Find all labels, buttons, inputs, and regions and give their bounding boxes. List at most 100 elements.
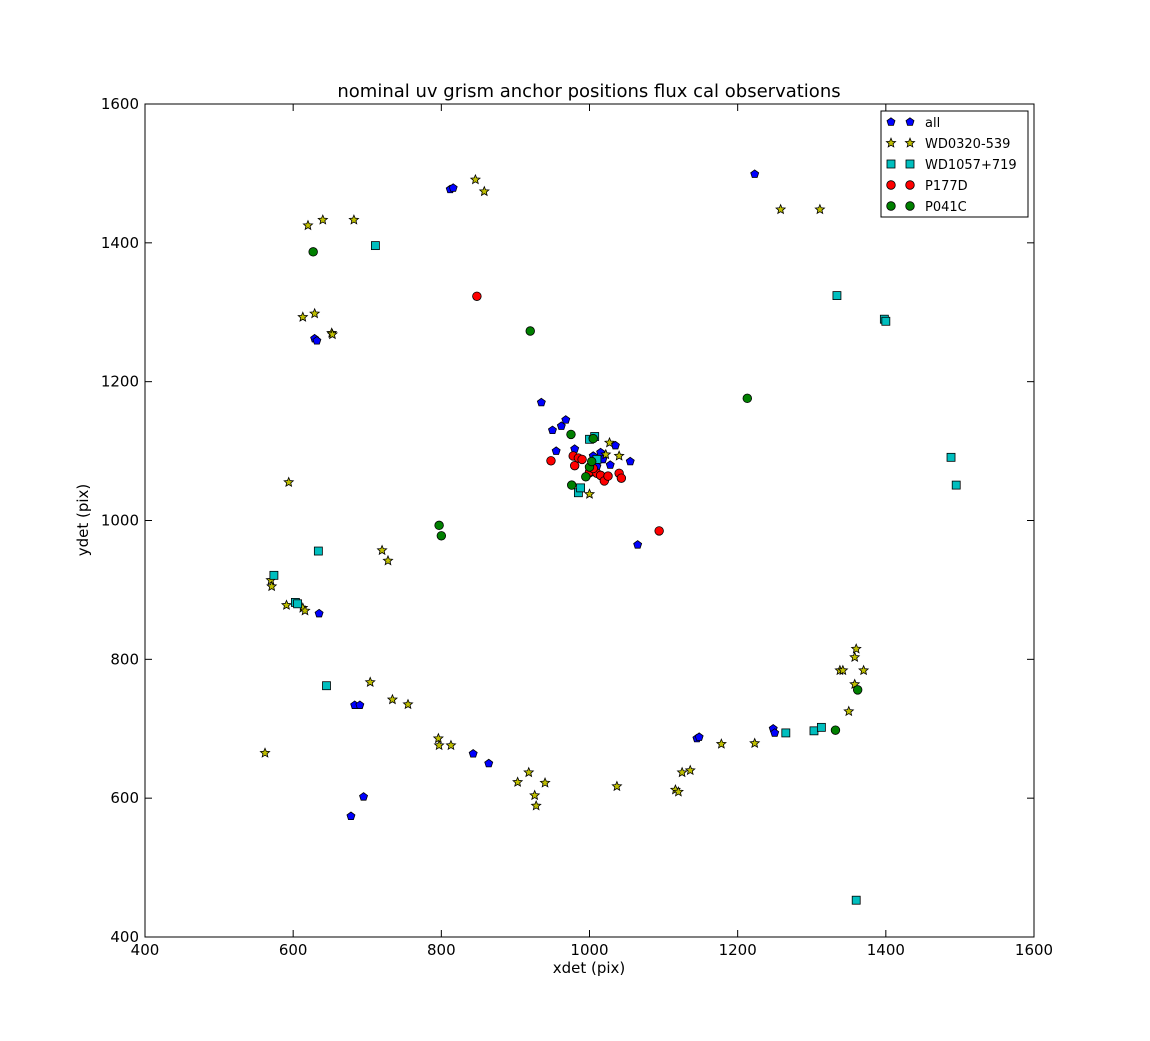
data-point <box>625 456 635 466</box>
data-point <box>546 456 556 466</box>
data-point <box>309 307 321 319</box>
data-point <box>313 546 323 556</box>
data-point <box>536 397 546 407</box>
data-point <box>472 291 482 301</box>
data-point <box>851 895 861 905</box>
data-point <box>376 544 388 556</box>
data-point <box>567 480 577 490</box>
legend-label: WD1057+719 <box>925 158 1017 173</box>
data-point <box>539 777 551 788</box>
data-point <box>603 436 616 448</box>
data-point <box>468 749 478 758</box>
data-point <box>269 570 279 580</box>
data-point <box>530 799 542 811</box>
data-point <box>749 737 761 749</box>
series-2 <box>259 173 870 811</box>
data-point <box>382 554 394 566</box>
data-point <box>561 415 571 424</box>
x-tick-label: 600 <box>279 941 308 959</box>
data-point <box>775 203 787 215</box>
data-point <box>858 664 870 676</box>
data-point <box>633 540 643 549</box>
data-point <box>676 766 688 778</box>
legend-marker <box>905 117 915 126</box>
x-tick-label: 1000 <box>570 941 608 959</box>
legend-item: WD0320-539 <box>885 137 1010 152</box>
legend: all WD0320-539 WD1057+719 P177D P041C <box>880 110 1029 218</box>
data-point <box>299 604 311 616</box>
data-point <box>348 214 360 225</box>
data-point <box>433 739 445 751</box>
data-point <box>314 608 324 618</box>
data-point <box>850 643 862 654</box>
legend-marker <box>886 180 896 190</box>
data-point <box>605 460 615 469</box>
axis-ticks: 400 600 800 1000 1200 1400 1600 400 600 800 1000 12… <box>101 95 1053 959</box>
legend-marker <box>904 137 916 148</box>
data-point <box>359 792 369 801</box>
data-point <box>432 732 444 744</box>
legend-label: all <box>925 116 940 131</box>
data-point <box>302 219 314 231</box>
data-point <box>715 738 727 749</box>
data-point <box>478 185 490 197</box>
legend-item: all <box>886 116 940 131</box>
data-point <box>611 780 623 792</box>
data-point <box>569 460 580 471</box>
legend-box <box>880 110 1029 218</box>
x-tick-label: 1200 <box>719 941 757 959</box>
data-point <box>370 241 380 251</box>
data-point <box>547 425 557 435</box>
data-point <box>283 476 295 488</box>
data-point <box>402 698 414 710</box>
data-point <box>610 440 620 450</box>
x-tick-label: 800 <box>427 941 456 959</box>
data-point <box>600 448 612 460</box>
data-point <box>259 747 271 758</box>
data-point <box>529 789 541 801</box>
series-3 <box>269 241 961 905</box>
data-point <box>849 651 861 662</box>
chart-title: nominal uv grism anchor positions flux c… <box>337 81 840 102</box>
data-point <box>445 739 457 751</box>
legend-marker <box>905 180 915 190</box>
data-point <box>266 580 278 592</box>
data-point <box>570 444 580 453</box>
data-point <box>355 700 365 709</box>
data-point <box>297 311 309 322</box>
data-point <box>830 725 841 735</box>
data-point <box>770 728 780 737</box>
data-point <box>581 472 591 482</box>
data-point <box>672 786 684 797</box>
data-point <box>312 336 322 345</box>
data-point <box>512 776 524 787</box>
data-point <box>837 664 849 676</box>
data-point <box>386 693 398 705</box>
legend-marker <box>905 201 915 211</box>
data-point <box>616 473 627 483</box>
legend-marker <box>886 159 896 169</box>
data-point <box>951 480 961 490</box>
legend-label: P041C <box>925 200 967 215</box>
data-point <box>346 811 356 821</box>
legend-marker <box>885 137 897 148</box>
plot-frame <box>144 103 1035 938</box>
legend-label: P177D <box>925 179 968 194</box>
data-point <box>816 722 826 732</box>
series-4 <box>472 291 664 536</box>
x-tick-label: 400 <box>131 941 160 959</box>
data-point <box>469 173 481 185</box>
data-point <box>852 685 863 695</box>
x-axis-label: xdet (pix) <box>553 959 626 977</box>
data-point <box>588 433 598 444</box>
legend-label: WD0320-539 <box>925 137 1010 152</box>
data-point <box>293 599 303 609</box>
data-point <box>308 247 318 257</box>
data-point <box>814 203 826 215</box>
legend-item: P041C <box>886 200 967 215</box>
data-point <box>750 169 760 178</box>
data-point <box>832 291 842 300</box>
data-point <box>566 429 576 440</box>
data-point <box>809 726 819 736</box>
y-tick-label: 1600 <box>101 95 139 113</box>
